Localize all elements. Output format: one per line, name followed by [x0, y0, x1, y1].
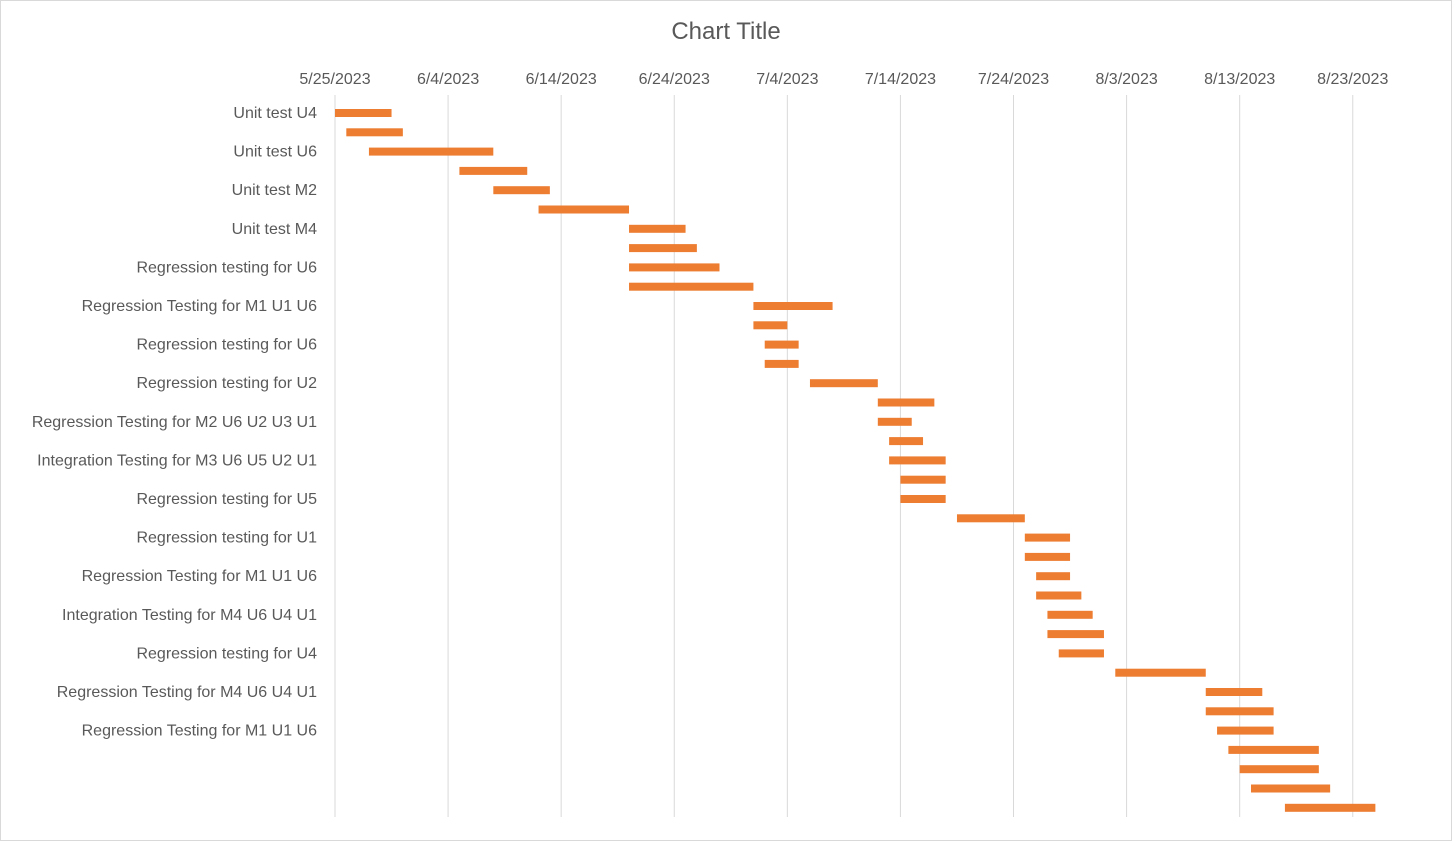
x-tick-label: 7/14/2023	[865, 71, 936, 88]
category-label: Unit test U6	[233, 144, 317, 161]
gantt-bar	[538, 205, 630, 214]
gantt-bar	[1239, 765, 1319, 774]
chart-title: Chart Title	[671, 18, 781, 45]
gantt-bar	[368, 147, 494, 156]
category-label: Regression testing for U4	[136, 645, 317, 662]
category-label: Regression testing for U5	[136, 491, 317, 508]
gantt-bar	[764, 340, 799, 349]
category-label: Unit test U4	[233, 105, 317, 122]
gantt-bar	[1024, 533, 1071, 542]
category-label: Integration Testing for M3 U6 U5 U2 U1	[37, 452, 317, 469]
gantt-bar	[1284, 803, 1376, 812]
category-label: Regression Testing for M1 U1 U6	[82, 723, 317, 740]
gantt-bar	[1217, 726, 1274, 735]
gantt-bar	[629, 244, 697, 253]
gantt-bar	[1115, 668, 1206, 677]
x-tick-label: 6/24/2023	[639, 71, 710, 88]
gantt-bar	[1205, 707, 1274, 716]
category-label: Regression testing for U6	[136, 259, 317, 276]
gantt-bar	[629, 224, 686, 233]
gantt-bar	[1024, 552, 1071, 561]
category-label: Unit test M2	[232, 182, 317, 199]
gantt-bar	[1228, 745, 1319, 754]
x-tick-label: 7/4/2023	[756, 71, 818, 88]
x-tick-label: 8/3/2023	[1095, 71, 1157, 88]
gantt-bar	[900, 495, 946, 503]
gantt-bar	[346, 128, 403, 137]
gantt-bar	[1036, 572, 1071, 581]
x-tick-label: 5/25/2023	[299, 71, 370, 88]
x-tick-label: 7/24/2023	[978, 71, 1049, 88]
gantt-bar	[335, 109, 392, 117]
gantt-bar	[877, 417, 912, 426]
gantt-bar	[753, 302, 833, 310]
category-label: Regression testing for U1	[136, 530, 317, 547]
gantt-bar	[753, 321, 788, 330]
gantt-bar	[956, 514, 1025, 523]
category-label: Unit test M4	[232, 221, 317, 238]
gantt-bar	[809, 379, 878, 388]
x-tick-label: 8/23/2023	[1317, 71, 1388, 88]
category-label: Regression Testing for M2 U6 U2 U3 U1	[32, 414, 317, 431]
gantt-bar	[1250, 784, 1331, 793]
category-label: Regression testing for U6	[136, 337, 317, 354]
x-tick-label: 6/14/2023	[526, 71, 597, 88]
category-label: Regression Testing for M1 U1 U6	[82, 298, 317, 315]
gantt-bar	[877, 398, 935, 407]
gantt-bar	[459, 166, 528, 175]
category-label: Regression testing for U2	[136, 375, 317, 392]
gantt-bar	[629, 282, 754, 291]
gantt-bar	[1205, 688, 1263, 696]
x-tick-label: 6/4/2023	[417, 71, 479, 88]
gantt-bar	[1058, 649, 1104, 658]
gantt-bar	[1036, 591, 1082, 600]
category-label: Integration Testing for M4 U6 U4 U1	[62, 607, 317, 624]
gantt-bar	[1047, 610, 1093, 619]
gantt-bar	[889, 437, 924, 446]
category-label: Regression Testing for M4 U6 U4 U1	[57, 684, 317, 701]
gantt-bar	[900, 475, 946, 484]
gantt-bar	[764, 359, 799, 368]
x-tick-label: 8/13/2023	[1204, 71, 1275, 88]
gantt-bar	[493, 186, 550, 195]
category-label: Regression Testing for M1 U1 U6	[82, 568, 317, 585]
gantt-bar	[1047, 630, 1104, 639]
gantt-bar	[629, 263, 720, 272]
gantt-bar	[889, 456, 946, 465]
